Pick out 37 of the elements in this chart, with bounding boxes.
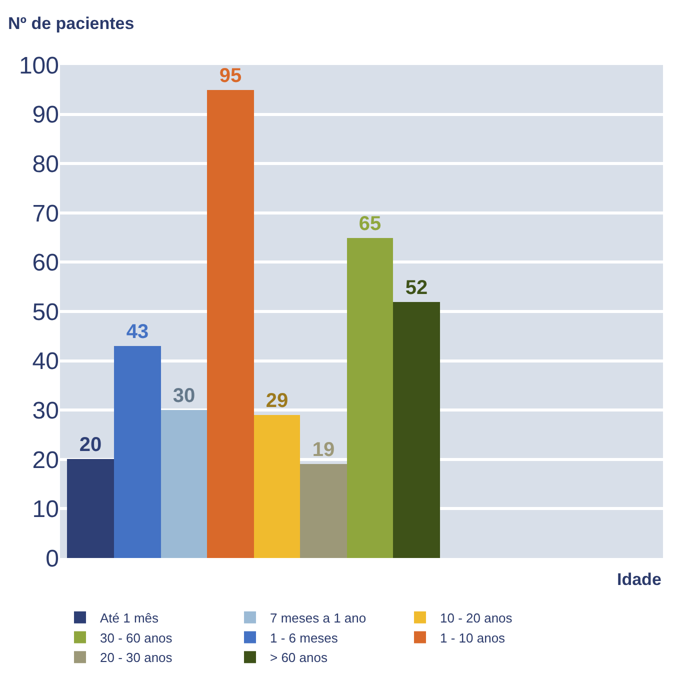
y-tick-label: 80 [32, 151, 59, 178]
y-tick-label: 0 [46, 545, 59, 572]
bar [67, 459, 114, 558]
x-axis-title: Idade [617, 570, 662, 589]
y-tick-label: 40 [32, 348, 59, 376]
legend-label: > 60 anos [270, 650, 328, 666]
bar [347, 238, 393, 558]
y-tick-label: 60 [32, 250, 59, 277]
data-label: 30 [172, 385, 196, 407]
y-tick-label: 30 [32, 398, 59, 424]
legend-label: 1 - 6 meses [270, 630, 338, 646]
data-label: 43 [126, 321, 149, 343]
data-label: 19 [312, 439, 335, 461]
legend-label: 1 - 10 anos [440, 630, 506, 646]
y-tick-label: 50 [32, 298, 59, 326]
bar [300, 464, 347, 558]
data-label: 65 [358, 213, 382, 235]
legend-label: 7 meses a 1 ano [270, 610, 366, 626]
y-tick-label: 20 [32, 446, 59, 474]
y-tick-label: 90 [32, 102, 59, 129]
y-tick-label: 100 [18, 52, 59, 80]
legend-label: 30 - 60 anos [100, 630, 173, 646]
legend-label: Até 1 mês [100, 610, 160, 626]
data-label: 95 [219, 65, 242, 87]
y-tick-label: 10 [32, 496, 59, 524]
legend-label: 10 - 20 anos [440, 610, 513, 626]
bar [393, 302, 440, 558]
bar [114, 346, 161, 558]
bar [207, 90, 254, 558]
legend-label: 20 - 30 anos [100, 650, 173, 666]
y-tick-label: 70 [32, 200, 59, 228]
bar [254, 415, 300, 558]
y-axis-title: Nº de pacientes [8, 14, 134, 33]
data-label: 52 [405, 277, 428, 299]
data-label: 29 [266, 390, 288, 412]
bar [161, 410, 207, 558]
data-label: 20 [79, 434, 102, 456]
